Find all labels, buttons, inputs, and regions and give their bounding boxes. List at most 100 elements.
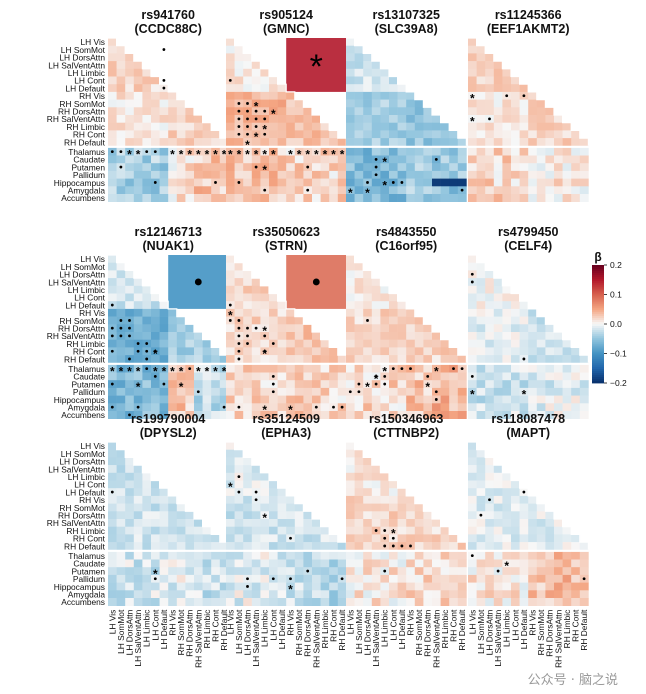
heatmap-cell (294, 316, 304, 325)
significance-dot (110, 150, 114, 154)
heatmap-cell (432, 186, 441, 195)
heatmap-cell (303, 590, 313, 599)
heatmap-cell (432, 178, 441, 187)
heatmap-cell (485, 387, 495, 396)
heatmap-cell (502, 155, 512, 164)
significance-dot (374, 173, 378, 177)
colorbar-segment (592, 381, 604, 384)
diagonal-staircase (468, 441, 589, 550)
heatmap-cell (226, 534, 235, 543)
heatmap-cell (414, 372, 424, 381)
heatmap-cell (243, 155, 253, 164)
heatmap-cell (168, 380, 178, 389)
heatmap-cell (133, 76, 143, 85)
colorbar-segment (592, 371, 604, 374)
heatmap-cell (389, 76, 398, 85)
heatmap-cell (286, 511, 296, 520)
row-label: Hippocampus (54, 395, 105, 405)
heatmap-cell (545, 186, 555, 195)
colorbar-segment (592, 357, 604, 360)
heatmap-cell (397, 411, 407, 419)
heatmap-cell (294, 411, 304, 419)
watermark-text: 公众号 · 脑之说 (527, 673, 618, 688)
heatmap-cell (354, 99, 364, 108)
heatmap-cell (440, 411, 450, 419)
heatmap-cell (234, 387, 244, 396)
heatmap-cell (363, 519, 373, 527)
significance-dot (119, 165, 123, 169)
heatmap-cell (562, 155, 572, 164)
heatmap-cell (116, 519, 126, 527)
heatmap-cell (380, 194, 390, 202)
heatmap-cell (397, 186, 407, 195)
heatmap-cell (397, 91, 407, 100)
heatmap-cell (116, 138, 126, 147)
heatmap-cell (286, 590, 296, 599)
heatmap-cell (579, 178, 589, 187)
heatmap-cell (243, 138, 253, 147)
heatmap-cell (389, 138, 398, 147)
heatmap-cell (440, 542, 450, 551)
heatmap-cell (423, 395, 433, 404)
colorbar-segment (592, 268, 604, 272)
heatmap-cell (389, 163, 398, 172)
heatmap-cell (519, 387, 529, 396)
heatmap-cell (286, 122, 296, 131)
heatmap-cell (234, 395, 244, 404)
significance-dot (136, 349, 140, 353)
heatmap-cell (337, 559, 347, 568)
significance-dot (306, 569, 310, 573)
heatmap-cell (562, 194, 572, 202)
heatmap-cell (536, 598, 546, 606)
colorbar-segment (592, 320, 604, 323)
heatmap-cell (346, 155, 355, 164)
heatmap-cell (476, 372, 486, 381)
heatmap-cell (457, 138, 467, 147)
heatmap-cell (320, 163, 330, 172)
colorbar-segment (592, 290, 604, 293)
heatmap-cell (133, 324, 143, 333)
column-label: LH Limbic (142, 610, 152, 647)
heatmap-cell (286, 526, 296, 535)
heatmap-cell (260, 285, 270, 294)
heatmap-cell (194, 395, 203, 404)
heatmap-cell (234, 526, 244, 535)
heatmap-cell (363, 285, 373, 294)
heatmap-cell (286, 316, 296, 325)
heatmap-cell (380, 84, 390, 93)
heatmap-cell (545, 332, 555, 340)
row-label: Putamen (71, 566, 105, 576)
heatmap-cell (457, 178, 467, 187)
heatmap-cell (125, 526, 135, 535)
heatmap-cell (277, 567, 287, 576)
heatmap-cell (519, 339, 529, 348)
heatmap-cell (251, 155, 261, 164)
heatmap-cell (440, 403, 450, 412)
row-label: LH Vis (80, 254, 105, 264)
heatmap-cell (423, 339, 433, 348)
heatmap-cell (133, 567, 143, 576)
colorbar-segment (592, 322, 604, 325)
heatmap-cell (269, 332, 278, 340)
heatmap-cell (511, 91, 520, 100)
heatmap-cell (294, 138, 304, 147)
heatmap-cell (476, 534, 486, 543)
heatmap-cell (468, 99, 477, 108)
diagonal-staircase (468, 254, 589, 363)
heatmap-cell (476, 270, 486, 279)
heatmap-cell (211, 387, 221, 396)
heatmap-cell (142, 559, 152, 568)
heatmap-cell (277, 347, 287, 356)
heatmap-cell (185, 567, 195, 576)
heatmap-cell (389, 332, 398, 340)
heatmap-cell (485, 122, 495, 131)
row-label: RH Cont (73, 130, 106, 140)
heatmap-cell (159, 170, 169, 179)
colorbar-segment (592, 359, 604, 362)
significance-star: * (228, 309, 233, 323)
heatmap-cell (476, 178, 486, 187)
column-label: LH SalVentAttn (133, 609, 143, 666)
heatmap-cell (511, 107, 520, 116)
heatmap-cell (185, 598, 195, 606)
heatmap-cell (294, 395, 304, 404)
